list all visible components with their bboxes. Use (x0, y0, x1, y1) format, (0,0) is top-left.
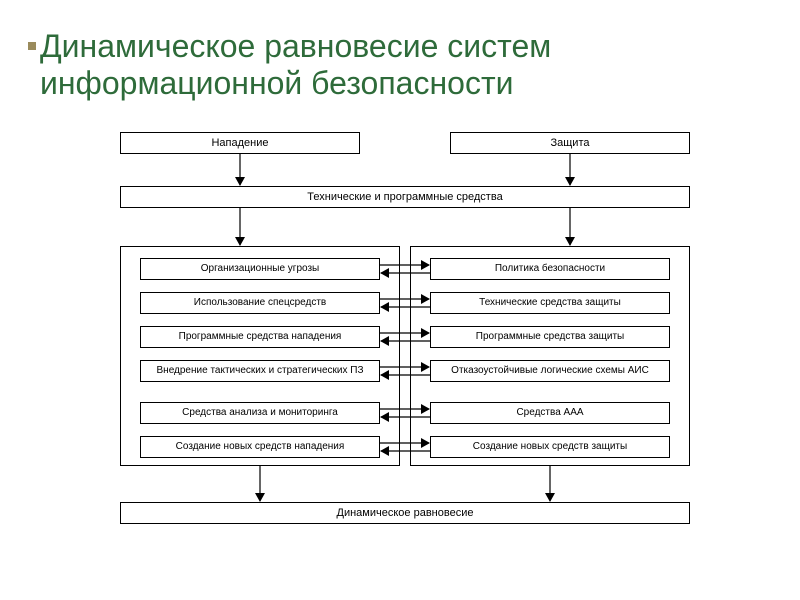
attack-item-5: Создание новых средств нападения (140, 436, 380, 458)
slide: Динамическое равновесие систем информаци… (0, 0, 800, 600)
defense-item-5: Создание новых средств защиты (430, 436, 670, 458)
box-tech-means: Технические и программные средства (120, 186, 690, 208)
defense-item-0: Политика безопасности (430, 258, 670, 280)
box-attack: Нападение (120, 132, 360, 154)
attack-item-2: Программные средства нападения (140, 326, 380, 348)
defense-item-4: Средства ААА (430, 402, 670, 424)
defense-item-1: Технические средства защиты (430, 292, 670, 314)
box-defense: Защита (450, 132, 690, 154)
defense-item-3: Отказоустойчивые логические схемы АИС (430, 360, 670, 382)
attack-item-1: Использование спецсредств (140, 292, 380, 314)
page-title: Динамическое равновесие систем информаци… (40, 28, 760, 102)
attack-item-4: Средства анализа и мониторинга (140, 402, 380, 424)
attack-item-0: Организационные угрозы (140, 258, 380, 280)
defense-item-2: Программные средства защиты (430, 326, 670, 348)
title-marker (28, 42, 36, 50)
attack-item-3: Внедрение тактических и стратегических П… (140, 360, 380, 382)
box-dynamic-equilibrium: Динамическое равновесие (120, 502, 690, 524)
